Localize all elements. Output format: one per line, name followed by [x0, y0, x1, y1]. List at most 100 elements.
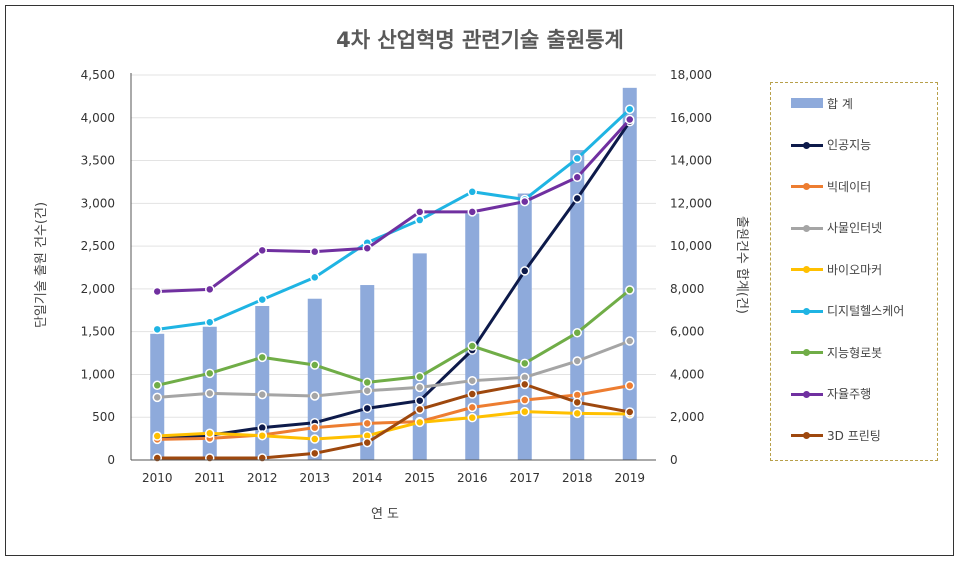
data-point	[257, 453, 267, 463]
legend-item: 사물인터넷	[791, 218, 882, 238]
data-point	[415, 371, 425, 382]
data-point	[415, 404, 425, 415]
y-left-tick-label: 4,000	[81, 111, 115, 125]
y-right-tick-label: 6,000	[670, 325, 704, 339]
data-point	[362, 377, 372, 388]
y-right-tick-label: 14,000	[670, 154, 712, 168]
y-right-tick-label: 12,000	[670, 196, 712, 210]
y-right-tick-label: 18,000	[670, 68, 712, 82]
data-point	[467, 402, 477, 413]
data-point	[205, 284, 215, 295]
data-point	[257, 245, 267, 256]
data-point	[520, 406, 530, 417]
series-line	[157, 108, 631, 331]
data-point	[362, 385, 372, 396]
data-point	[467, 375, 477, 386]
data-point	[572, 172, 582, 182]
legend-line-swatch	[791, 263, 823, 275]
y-left-tick-label: 1,000	[81, 367, 115, 381]
y-right-tick-label: 16,000	[670, 111, 712, 125]
data-point	[205, 428, 215, 439]
series-5	[152, 285, 635, 391]
chart-frame	[5, 5, 954, 556]
data-point	[257, 389, 267, 400]
bar-total-2017	[517, 193, 532, 460]
y-left-tick-label: 3,000	[81, 196, 115, 210]
data-point	[310, 360, 320, 370]
legend-line-swatch	[791, 139, 823, 151]
legend-label: 합 계	[827, 96, 853, 111]
data-point	[205, 453, 215, 463]
y-axis-left-label: 단일기술 출원 건수(건)	[34, 202, 49, 328]
legend-line-swatch	[791, 222, 823, 234]
data-point	[572, 356, 582, 366]
series-line	[156, 288, 631, 387]
y-left-tick-label: 2,500	[81, 239, 115, 253]
data-point	[625, 285, 635, 295]
legend-label: 디지털헬스케어	[827, 304, 905, 318]
x-tick-label: 2015	[404, 471, 435, 485]
bar-total-2019	[622, 87, 637, 460]
data-point	[152, 453, 162, 463]
data-point	[205, 317, 215, 328]
legend-line-swatch	[791, 180, 823, 192]
x-axis-label: 연 도	[371, 507, 399, 522]
legend-item: 바이오마커	[791, 259, 882, 279]
legend-item: 지능형로봇	[791, 342, 882, 362]
x-tick-label: 2019	[614, 471, 645, 485]
x-tick-label: 2016	[457, 471, 488, 485]
data-point	[415, 395, 425, 406]
data-point	[520, 196, 530, 207]
data-point	[625, 407, 635, 417]
series-line	[157, 382, 631, 460]
legend-line-swatch	[791, 429, 823, 441]
data-point	[310, 246, 320, 257]
legend-item: 빅데이터	[791, 176, 871, 196]
data-point	[625, 380, 635, 391]
x-tick-label: 2011	[194, 471, 225, 485]
bar-total-2018	[570, 150, 585, 460]
data-point	[205, 388, 215, 399]
data-point	[310, 422, 320, 433]
data-point	[310, 391, 320, 401]
series-line	[157, 120, 631, 440]
bar-total-2012	[255, 306, 270, 460]
y-left-tick-label: 0	[107, 453, 115, 467]
legend: 합 계 인공지능 빅데이터 사물인터넷 바이오마커 디지털헬스케어 지능형로봇 자율주행 3D …	[770, 82, 938, 461]
legend-line-swatch	[791, 346, 823, 358]
data-point	[572, 327, 582, 338]
data-point	[205, 368, 215, 379]
series-6	[152, 114, 635, 297]
data-point	[362, 437, 372, 448]
data-point	[152, 286, 162, 297]
data-point	[520, 395, 530, 405]
y-left-tick-label: 500	[92, 410, 115, 424]
data-point	[467, 187, 477, 197]
y-right-tick-label: 0	[670, 453, 678, 467]
x-tick-label: 2017	[509, 471, 540, 485]
data-point	[362, 418, 372, 429]
bar-total-2014	[360, 285, 375, 460]
chart-title: 4차 산업혁명 관련기술 출원통계	[336, 28, 624, 52]
legend-label: 바이오마커	[827, 262, 883, 277]
data-point	[625, 114, 635, 125]
bar-total-2016	[465, 213, 480, 460]
bar-total-2015	[412, 253, 427, 460]
y-left-tick-label: 3,500	[81, 154, 115, 168]
data-point	[310, 434, 320, 444]
y-right-tick-label: 10,000	[670, 239, 712, 253]
data-point	[467, 207, 477, 217]
x-tick-label: 2012	[247, 471, 278, 485]
series-line	[157, 339, 631, 399]
data-point	[310, 448, 320, 459]
legend-item: 자율주행	[791, 384, 871, 404]
data-point	[415, 417, 425, 428]
x-tick-label: 2014	[352, 471, 383, 485]
series-line	[157, 118, 631, 293]
data-point	[152, 380, 162, 391]
legend-label: 사물인터넷	[827, 221, 883, 235]
data-point	[152, 392, 162, 403]
y-right-tick-label: 4,000	[670, 367, 704, 381]
legend-item: 디지털헬스케어	[791, 301, 904, 321]
data-point	[467, 412, 477, 423]
